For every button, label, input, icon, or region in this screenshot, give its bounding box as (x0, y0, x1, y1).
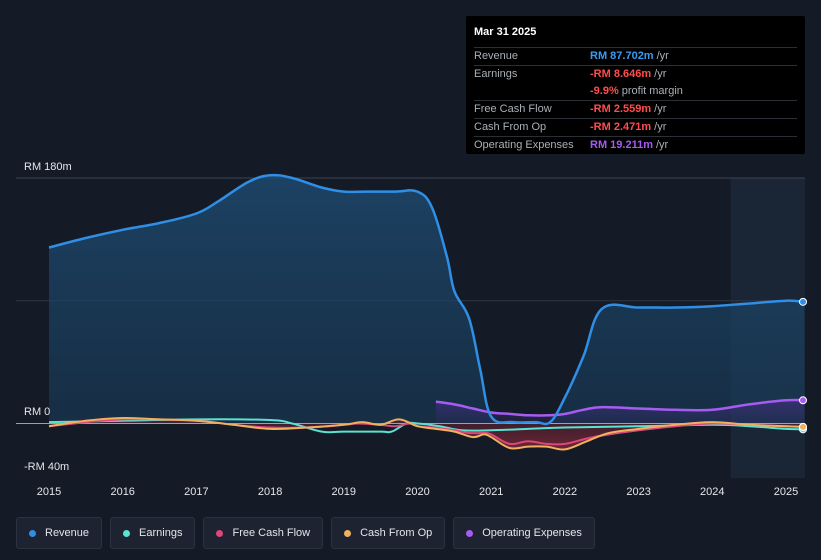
tooltip-row-label: Revenue (474, 50, 519, 62)
tooltip-row-value: -9.9% (590, 85, 619, 97)
tooltip-row-value: RM 87.702m (590, 50, 654, 62)
tooltip-date: Mar 31 2025 (474, 26, 537, 38)
end-dot-cash-from-op (799, 422, 807, 431)
tooltip-row-label: Free Cash Flow (474, 103, 552, 115)
y-label-bottom: -RM 40m (24, 461, 69, 473)
tooltip-row-unit: /yr (654, 68, 667, 80)
tooltip-row-label: Cash From Op (474, 121, 547, 133)
y-label-zero: RM 0 (24, 406, 50, 418)
legend-item-revenue[interactable]: Revenue (16, 517, 103, 549)
legend-item-operating-expenses[interactable]: Operating Expenses (453, 517, 595, 549)
tooltip-row-label: Earnings (474, 68, 518, 80)
series-line-revenue (48, 173, 805, 426)
x-tick-label: 2017 (184, 486, 208, 498)
x-tick-label: 2025 (774, 486, 798, 498)
tooltip-row-label: Operating Expenses (474, 139, 574, 151)
legend-dot-icon (29, 529, 36, 537)
tooltip-row-unit: /yr (654, 103, 667, 115)
series-line-operating-expenses (435, 398, 805, 417)
legend-item-free-cash-flow[interactable]: Free Cash Flow (203, 517, 324, 549)
legend: Revenue Earnings Free Cash Flow Cash From O… (16, 517, 603, 549)
x-tick-label: 2022 (553, 486, 577, 498)
x-tick-label: 2021 (479, 486, 503, 498)
legend-item-cash-from-op[interactable]: Cash From Op (331, 517, 446, 549)
tooltip-row-unit: /yr (656, 50, 669, 62)
end-dot-revenue (799, 297, 807, 306)
legend-label: Earnings (139, 527, 183, 539)
tooltip-row-unit: profit margin (621, 85, 683, 97)
x-tick-label: 2024 (700, 486, 724, 498)
tooltip-row-value: -RM 2.471m (590, 121, 652, 133)
tooltip-row-value: -RM 2.559m (590, 103, 652, 115)
legend-dot-icon (216, 529, 224, 537)
legend-item-earnings[interactable]: Earnings (110, 517, 196, 549)
legend-label: Free Cash Flow (232, 527, 311, 539)
tooltip-row: Free Cash Flow -RM 2.559m/yr (474, 100, 797, 118)
tooltip-row: Earnings -RM 8.646m/yr (474, 65, 797, 83)
series-line-cash-from-op (48, 416, 805, 451)
legend-dot-icon (123, 529, 131, 537)
tooltip-row: Operating Expenses RM 19.211m/yr (474, 136, 797, 154)
tooltip-row-unit: /yr (655, 139, 669, 151)
tooltip-row-label (474, 83, 590, 100)
opex-area (435, 399, 805, 424)
legend-label: Operating Expenses (482, 527, 582, 539)
tooltip-row: -9.9% profit margin (474, 83, 797, 100)
tooltip-row: Cash From Op -RM 2.471m/yr (474, 118, 797, 136)
tooltip-row: Revenue RM 87.702m/yr (474, 47, 797, 65)
revenue-area (49, 175, 805, 425)
x-tick-label: 2015 (37, 486, 61, 498)
x-tick-label: 2023 (626, 486, 650, 498)
legend-dot-icon (344, 529, 352, 537)
y-label-top: RM 180m (24, 161, 72, 173)
tooltip-row-unit: /yr (654, 121, 667, 133)
legend-label: Cash From Op (360, 527, 433, 539)
x-tick-label: 2018 (258, 486, 282, 498)
tooltip-row-value: RM 19.211m (590, 139, 653, 151)
x-tick-label: 2020 (405, 486, 429, 498)
x-tick-label: 2019 (332, 486, 356, 498)
legend-dot-icon (466, 529, 474, 537)
legend-label: Revenue (45, 527, 90, 539)
tooltip: Mar 31 2025 Revenue RM 87.702m/yr Earnings… (466, 16, 805, 154)
x-tick-label: 2016 (110, 486, 134, 498)
tooltip-row-value: -RM 8.646m (590, 68, 652, 80)
end-dot-operating-expenses (799, 396, 807, 405)
